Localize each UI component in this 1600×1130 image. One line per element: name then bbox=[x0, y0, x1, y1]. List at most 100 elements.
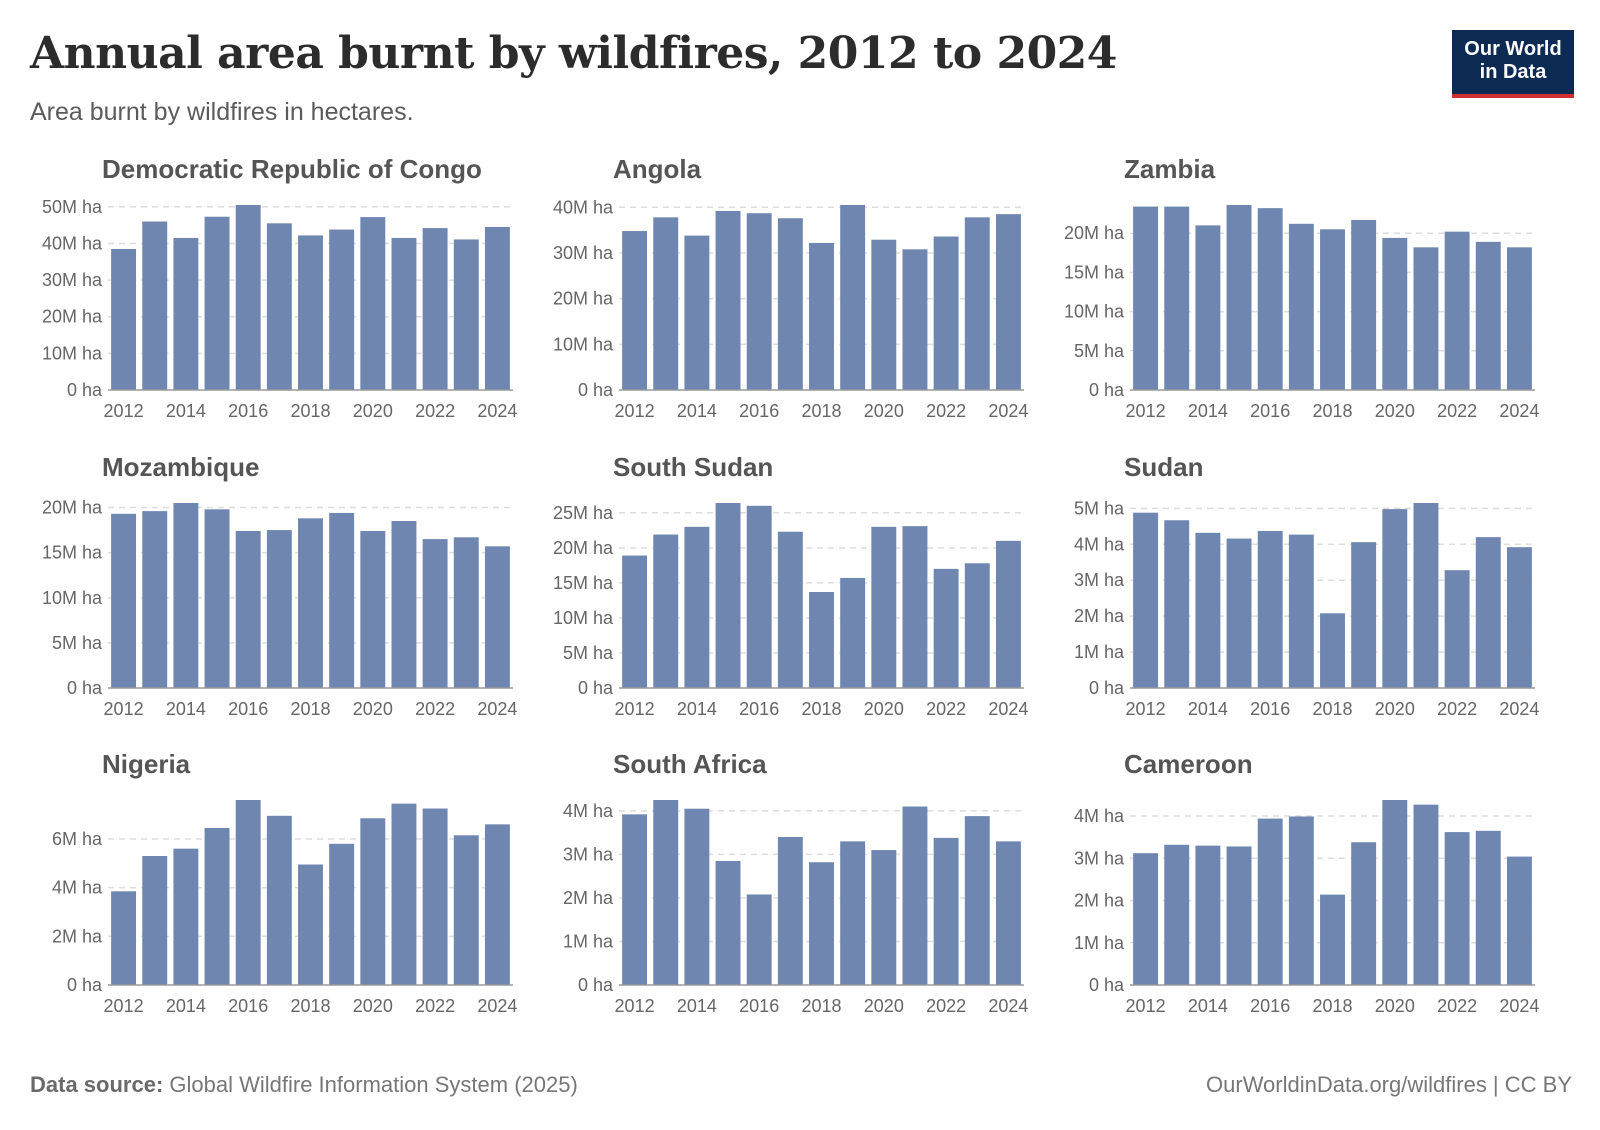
bar-2019[interactable] bbox=[1351, 542, 1377, 688]
bar-2023[interactable] bbox=[964, 563, 990, 688]
bar-2023[interactable] bbox=[1475, 241, 1501, 390]
bar-2015[interactable] bbox=[1226, 846, 1252, 985]
bar-2013[interactable] bbox=[653, 217, 679, 390]
bar-2021[interactable] bbox=[1413, 247, 1439, 390]
chart-panel[interactable]: South Africa 0 ha 1M ha 2M ha 3M ha 4M ha 2012… bbox=[563, 749, 1028, 1016]
bar-2017[interactable] bbox=[1288, 816, 1314, 985]
bar-2014[interactable] bbox=[173, 237, 199, 390]
bar-2012[interactable] bbox=[111, 248, 137, 390]
bar-2020[interactable] bbox=[1382, 509, 1408, 688]
bar-2019[interactable] bbox=[1351, 219, 1377, 390]
bar-2014[interactable] bbox=[1195, 845, 1221, 985]
bar-2018[interactable] bbox=[809, 862, 834, 985]
bar-2023[interactable] bbox=[453, 835, 479, 985]
bar-2014[interactable] bbox=[1195, 225, 1221, 390]
bar-2019[interactable] bbox=[1351, 842, 1377, 985]
chart-panel[interactable]: Cameroon 0 ha 1M ha 2M ha 3M ha 4M ha 2012 2014… bbox=[1074, 749, 1539, 1016]
bar-2012[interactable] bbox=[1133, 206, 1159, 390]
credit-link[interactable]: OurWorldinData.org/wildfires | CC BY bbox=[1206, 1072, 1572, 1097]
bar-2016[interactable] bbox=[235, 530, 261, 688]
chart-panel[interactable]: Angola 0 ha 10M ha 20M ha 30M ha 40M ha 2012 20… bbox=[553, 154, 1028, 421]
bar-2024[interactable] bbox=[1506, 547, 1532, 688]
bar-2020[interactable] bbox=[360, 530, 386, 688]
owid-logo[interactable]: Our World in Data bbox=[1452, 30, 1574, 98]
bar-2017[interactable] bbox=[1288, 223, 1314, 390]
bar-2021[interactable] bbox=[902, 526, 928, 688]
bar-2022[interactable] bbox=[422, 228, 448, 390]
bar-2018[interactable] bbox=[1320, 894, 1345, 985]
bar-2018[interactable] bbox=[809, 242, 834, 390]
bar-2020[interactable] bbox=[871, 850, 897, 985]
bar-2019[interactable] bbox=[329, 229, 355, 390]
bar-2019[interactable] bbox=[840, 841, 866, 985]
bar-2016[interactable] bbox=[746, 894, 772, 985]
bar-2018[interactable] bbox=[1320, 229, 1345, 390]
bar-2020[interactable] bbox=[1382, 237, 1408, 390]
bar-2017[interactable] bbox=[266, 815, 292, 985]
bar-2012[interactable] bbox=[622, 231, 648, 390]
bar-2013[interactable] bbox=[653, 800, 679, 985]
bar-2019[interactable] bbox=[840, 205, 866, 390]
bar-2018[interactable] bbox=[298, 864, 323, 985]
bar-2021[interactable] bbox=[1413, 503, 1439, 688]
bar-2023[interactable] bbox=[453, 537, 479, 688]
bar-2018[interactable] bbox=[1320, 613, 1345, 688]
bar-2012[interactable] bbox=[1133, 512, 1159, 688]
bar-2021[interactable] bbox=[391, 237, 417, 390]
bar-2020[interactable] bbox=[871, 239, 897, 390]
bar-2015[interactable] bbox=[204, 509, 230, 688]
data-source-text[interactable]: Global Wildfire Information System (2025… bbox=[169, 1072, 578, 1097]
bar-2020[interactable] bbox=[871, 526, 897, 688]
chart-panel[interactable]: South Sudan 0 ha 5M ha 10M ha 15M ha 20M ha 25… bbox=[553, 452, 1028, 719]
bar-2016[interactable] bbox=[235, 205, 261, 390]
bar-2013[interactable] bbox=[1164, 520, 1190, 688]
bar-2022[interactable] bbox=[933, 837, 959, 985]
bar-2013[interactable] bbox=[142, 511, 168, 688]
chart-panel[interactable]: Democratic Republic of Congo 0 ha 10M ha 20… bbox=[42, 154, 517, 421]
bar-2022[interactable] bbox=[422, 808, 448, 985]
bar-2023[interactable] bbox=[453, 239, 479, 390]
bar-2024[interactable] bbox=[995, 841, 1021, 985]
bar-2014[interactable] bbox=[684, 808, 710, 985]
bar-2020[interactable] bbox=[360, 217, 386, 390]
bar-2017[interactable] bbox=[266, 223, 292, 390]
bar-2024[interactable] bbox=[1506, 247, 1532, 390]
bar-2024[interactable] bbox=[484, 546, 510, 688]
bar-2017[interactable] bbox=[777, 218, 803, 390]
bar-2024[interactable] bbox=[484, 226, 510, 390]
bar-2017[interactable] bbox=[777, 531, 803, 688]
bar-2015[interactable] bbox=[715, 503, 741, 688]
bar-2017[interactable] bbox=[1288, 534, 1314, 688]
bar-2015[interactable] bbox=[1226, 538, 1252, 688]
bar-2023[interactable] bbox=[964, 217, 990, 390]
bar-2024[interactable] bbox=[484, 824, 510, 985]
bar-2013[interactable] bbox=[142, 855, 168, 985]
bar-2018[interactable] bbox=[298, 518, 323, 688]
bar-2020[interactable] bbox=[360, 818, 386, 985]
chart-panel[interactable]: Zambia 0 ha 5M ha 10M ha 15M ha 20M ha 2012 201… bbox=[1064, 154, 1539, 421]
bar-2014[interactable] bbox=[173, 848, 199, 985]
chart-panel[interactable]: Mozambique 0 ha 5M ha 10M ha 15M ha 20M ha 201… bbox=[42, 452, 517, 719]
bar-2019[interactable] bbox=[329, 843, 355, 985]
bar-2022[interactable] bbox=[422, 539, 448, 688]
bar-2024[interactable] bbox=[995, 214, 1021, 390]
bar-2019[interactable] bbox=[840, 577, 866, 688]
bar-2024[interactable] bbox=[995, 540, 1021, 688]
bar-2021[interactable] bbox=[391, 803, 417, 985]
chart-panel[interactable]: Nigeria 0 ha 2M ha 4M ha 6M ha 2012 2014 2016 20… bbox=[52, 749, 517, 1016]
bar-2015[interactable] bbox=[204, 827, 230, 985]
bar-2022[interactable] bbox=[933, 568, 959, 688]
bar-2020[interactable] bbox=[1382, 800, 1408, 985]
chart-panel[interactable]: Sudan 0 ha 1M ha 2M ha 3M ha 4M ha 5M ha 2012 20… bbox=[1074, 452, 1539, 719]
bar-2022[interactable] bbox=[1444, 832, 1470, 985]
bar-2018[interactable] bbox=[809, 591, 834, 688]
bar-2015[interactable] bbox=[1226, 205, 1252, 390]
bar-2023[interactable] bbox=[1475, 830, 1501, 985]
bar-2015[interactable] bbox=[204, 216, 230, 390]
bar-2022[interactable] bbox=[1444, 570, 1470, 688]
bar-2019[interactable] bbox=[329, 512, 355, 688]
bar-2014[interactable] bbox=[1195, 532, 1221, 688]
bar-2016[interactable] bbox=[1257, 531, 1283, 688]
bar-2014[interactable] bbox=[173, 503, 199, 688]
bar-2016[interactable] bbox=[1257, 208, 1283, 390]
